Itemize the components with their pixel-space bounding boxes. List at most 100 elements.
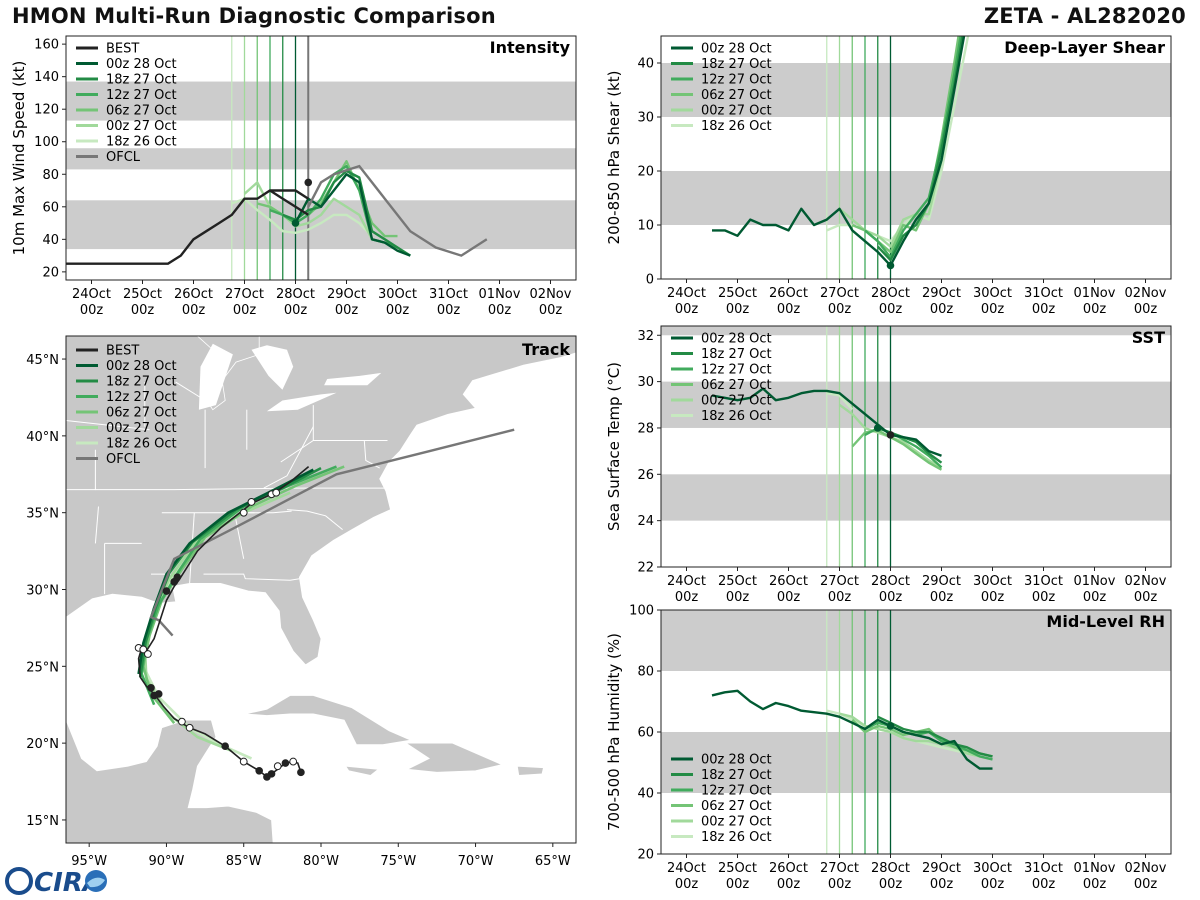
sst-xtick-sublabel-6: 00z bbox=[981, 590, 1005, 605]
rh-legend-label-1: 18z 27 Oct bbox=[701, 768, 772, 783]
shear-xtick-sublabel-9: 00z bbox=[1134, 302, 1158, 317]
track-best-open-dot-3 bbox=[185, 723, 194, 732]
shear-xtick-label-4: 28Oct bbox=[871, 286, 910, 301]
intensity-series-4 bbox=[243, 181, 386, 244]
intensity-xtick-label-1: 25Oct bbox=[123, 287, 162, 302]
shear-legend-label-5: 18z 26 Oct bbox=[701, 119, 772, 134]
track-best-dot-4 bbox=[255, 766, 263, 775]
intensity-legend-label-1: 00z 28 Oct bbox=[106, 57, 177, 72]
intensity-series-0 bbox=[294, 173, 411, 257]
intensity-legend-label-4: 06z 27 Oct bbox=[106, 104, 177, 119]
track-ytick-label-2: 25°N bbox=[26, 660, 59, 675]
rh-xtick-label-4: 28Oct bbox=[871, 861, 910, 876]
track-xtick-label-1: 90°W bbox=[149, 854, 185, 869]
sst-series-5 bbox=[826, 392, 854, 411]
shear-ylabel: 200-850 hPa Shear (kt) bbox=[605, 71, 623, 245]
track-lake-2 bbox=[266, 392, 337, 412]
intensity-xtick-sublabel-4: 00z bbox=[284, 303, 308, 318]
intensity-legend-label-0: BEST bbox=[106, 42, 139, 57]
track-best-open-dot-1 bbox=[273, 762, 282, 771]
rh-legend-label-2: 12z 27 Oct bbox=[701, 784, 772, 799]
sst-frame bbox=[660, 325, 1172, 568]
rh-xtick-sublabel-5: 00z bbox=[930, 877, 954, 892]
intensity-ytick-label-2: 60 bbox=[42, 200, 59, 215]
rh-xtick-sublabel-0: 00z bbox=[675, 877, 699, 892]
track-best-open-dot-8 bbox=[239, 508, 248, 517]
rh-xtick-sublabel-8: 00z bbox=[1083, 877, 1107, 892]
rh-xtick-label-5: 29Oct bbox=[922, 861, 961, 876]
sst-legend-label-1: 18z 27 Oct bbox=[701, 347, 772, 362]
track-chart: 95°W 90°W 85°W 80°W 75°W 70°W 65°W 15°N 20°N 25°N… bbox=[26, 335, 577, 869]
track-border-14 bbox=[263, 426, 314, 489]
logo-ring-icon bbox=[5, 867, 33, 895]
rh-series-1 bbox=[877, 715, 993, 758]
rh-xtick-label-3: 27Oct bbox=[820, 861, 859, 876]
shear-xtick-label-5: 29Oct bbox=[922, 286, 961, 301]
track-xtick-label-3: 80°W bbox=[303, 854, 339, 869]
rh-chart: 2040608010024Oct00z25Oct00z26Oct00z27Oct… bbox=[605, 604, 1172, 892]
sst-band-2 bbox=[661, 326, 1171, 336]
rh-ylabel: 700-500 hPa Humidity (%) bbox=[605, 633, 623, 831]
track-land-4 bbox=[344, 765, 380, 776]
track-border-9 bbox=[286, 509, 343, 530]
shear-xtick-label-9: 02Nov bbox=[1125, 286, 1167, 301]
sst-xtick-sublabel-8: 00z bbox=[1083, 590, 1107, 605]
rh-xtick-sublabel-6: 00z bbox=[981, 877, 1005, 892]
shear-band-1 bbox=[661, 63, 1171, 117]
track-border-18 bbox=[175, 381, 201, 398]
track-best-dot-9 bbox=[162, 587, 171, 595]
rh-xtick-label-9: 02Nov bbox=[1125, 861, 1167, 876]
intensity-best-line-2 bbox=[269, 189, 309, 216]
sst-title: SST bbox=[1132, 328, 1165, 347]
intensity-plot-area bbox=[66, 36, 576, 280]
shear-series-2 bbox=[864, 36, 962, 259]
sst-ytick-label-4: 30 bbox=[637, 375, 654, 390]
track-best-dot-8 bbox=[154, 690, 163, 698]
intensity-xtick-label-4: 28Oct bbox=[276, 287, 315, 302]
rh-xtick-label-7: 31Oct bbox=[1024, 861, 1063, 876]
intensity-ytick-label-7: 160 bbox=[34, 38, 59, 53]
shear-ytick-label-2: 20 bbox=[637, 165, 654, 180]
shear-xtick-sublabel-6: 00z bbox=[981, 302, 1005, 317]
sst-xtick-sublabel-4: 00z bbox=[879, 590, 903, 605]
sst-legend-label-5: 18z 26 Oct bbox=[701, 409, 772, 424]
sst-xtick-sublabel-1: 00z bbox=[726, 590, 750, 605]
sst-ytick-label-2: 26 bbox=[637, 468, 654, 483]
track-legend-label-4: 06z 27 Oct bbox=[106, 406, 177, 421]
shear-xtick-label-1: 25Oct bbox=[718, 286, 757, 301]
sst-legend-label-4: 00z 27 Oct bbox=[701, 394, 772, 409]
intensity-legend-label-7: OFCL bbox=[106, 150, 141, 165]
intensity-ytick-label-6: 140 bbox=[34, 70, 59, 85]
rh-plot-area bbox=[661, 610, 1171, 854]
rh-legend-label-4: 00z 27 Oct bbox=[701, 815, 772, 830]
track-ytick-label-5: 40°N bbox=[26, 430, 59, 445]
shear-title: Deep-Layer Shear bbox=[1004, 38, 1165, 57]
rh-series-0 bbox=[711, 689, 993, 770]
sst-xtick-sublabel-3: 00z bbox=[828, 590, 852, 605]
intensity-chart: 2040608010012014016024Oct00z25Oct00z26Oc… bbox=[10, 35, 577, 318]
sst-plot-area bbox=[661, 326, 1171, 567]
track-lake-0 bbox=[198, 343, 233, 410]
track-best-open-dot-6 bbox=[139, 645, 148, 654]
rh-xtick-sublabel-2: 00z bbox=[777, 877, 801, 892]
intensity-xtick-sublabel-9: 00z bbox=[539, 303, 563, 318]
track-best-open-dot-0 bbox=[289, 757, 298, 766]
intensity-best-line bbox=[66, 189, 309, 265]
rh-ytick-label-4: 100 bbox=[629, 604, 654, 619]
track-ytick-label-6: 45°N bbox=[26, 353, 59, 368]
intensity-xtick-label-0: 24Oct bbox=[72, 287, 111, 302]
shear-xtick-label-2: 26Oct bbox=[769, 286, 808, 301]
shear-xtick-label-8: 01Nov bbox=[1074, 286, 1116, 301]
sst-dot-1 bbox=[886, 431, 895, 439]
rh-xtick-sublabel-3: 00z bbox=[828, 877, 852, 892]
track-series-0 bbox=[137, 468, 314, 675]
intensity-ylabel: 10m Max Wind Speed (kt) bbox=[10, 61, 28, 256]
sst-ytick-label-3: 28 bbox=[637, 421, 654, 436]
sst-xtick-label-4: 28Oct bbox=[871, 574, 910, 589]
track-plot-area bbox=[66, 336, 576, 843]
sst-ytick-label-1: 24 bbox=[637, 514, 654, 529]
